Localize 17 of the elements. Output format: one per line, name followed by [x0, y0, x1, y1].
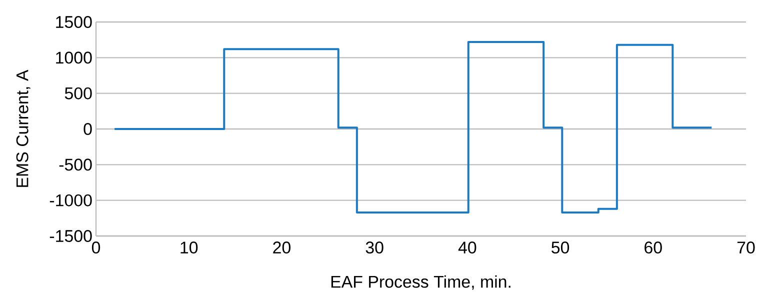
y-tick-label: 1000	[56, 52, 92, 64]
x-tick-label: 30	[366, 242, 384, 254]
y-tick-label: 500	[64, 87, 92, 100]
x-tick-label: 0	[92, 242, 100, 254]
y-tick-label: 0	[84, 123, 92, 135]
x-tick-label: 10	[180, 242, 198, 254]
x-tick-label: 70	[737, 242, 755, 254]
x-tick-label: 40	[458, 242, 476, 254]
y-axis-title: EMS Current, A	[16, 70, 30, 187]
y-tick-label: -500	[59, 158, 92, 171]
y-tick-label: 1500	[56, 16, 92, 28]
x-tick-label: 60	[644, 242, 662, 254]
x-tick-label: 20	[273, 242, 290, 254]
y-tick-label: -1500	[50, 230, 92, 242]
x-axis-title: EAF Process Time, min.	[331, 275, 510, 290]
y-tick-label: -1000	[50, 194, 92, 206]
x-tick-label: 50	[552, 242, 570, 254]
